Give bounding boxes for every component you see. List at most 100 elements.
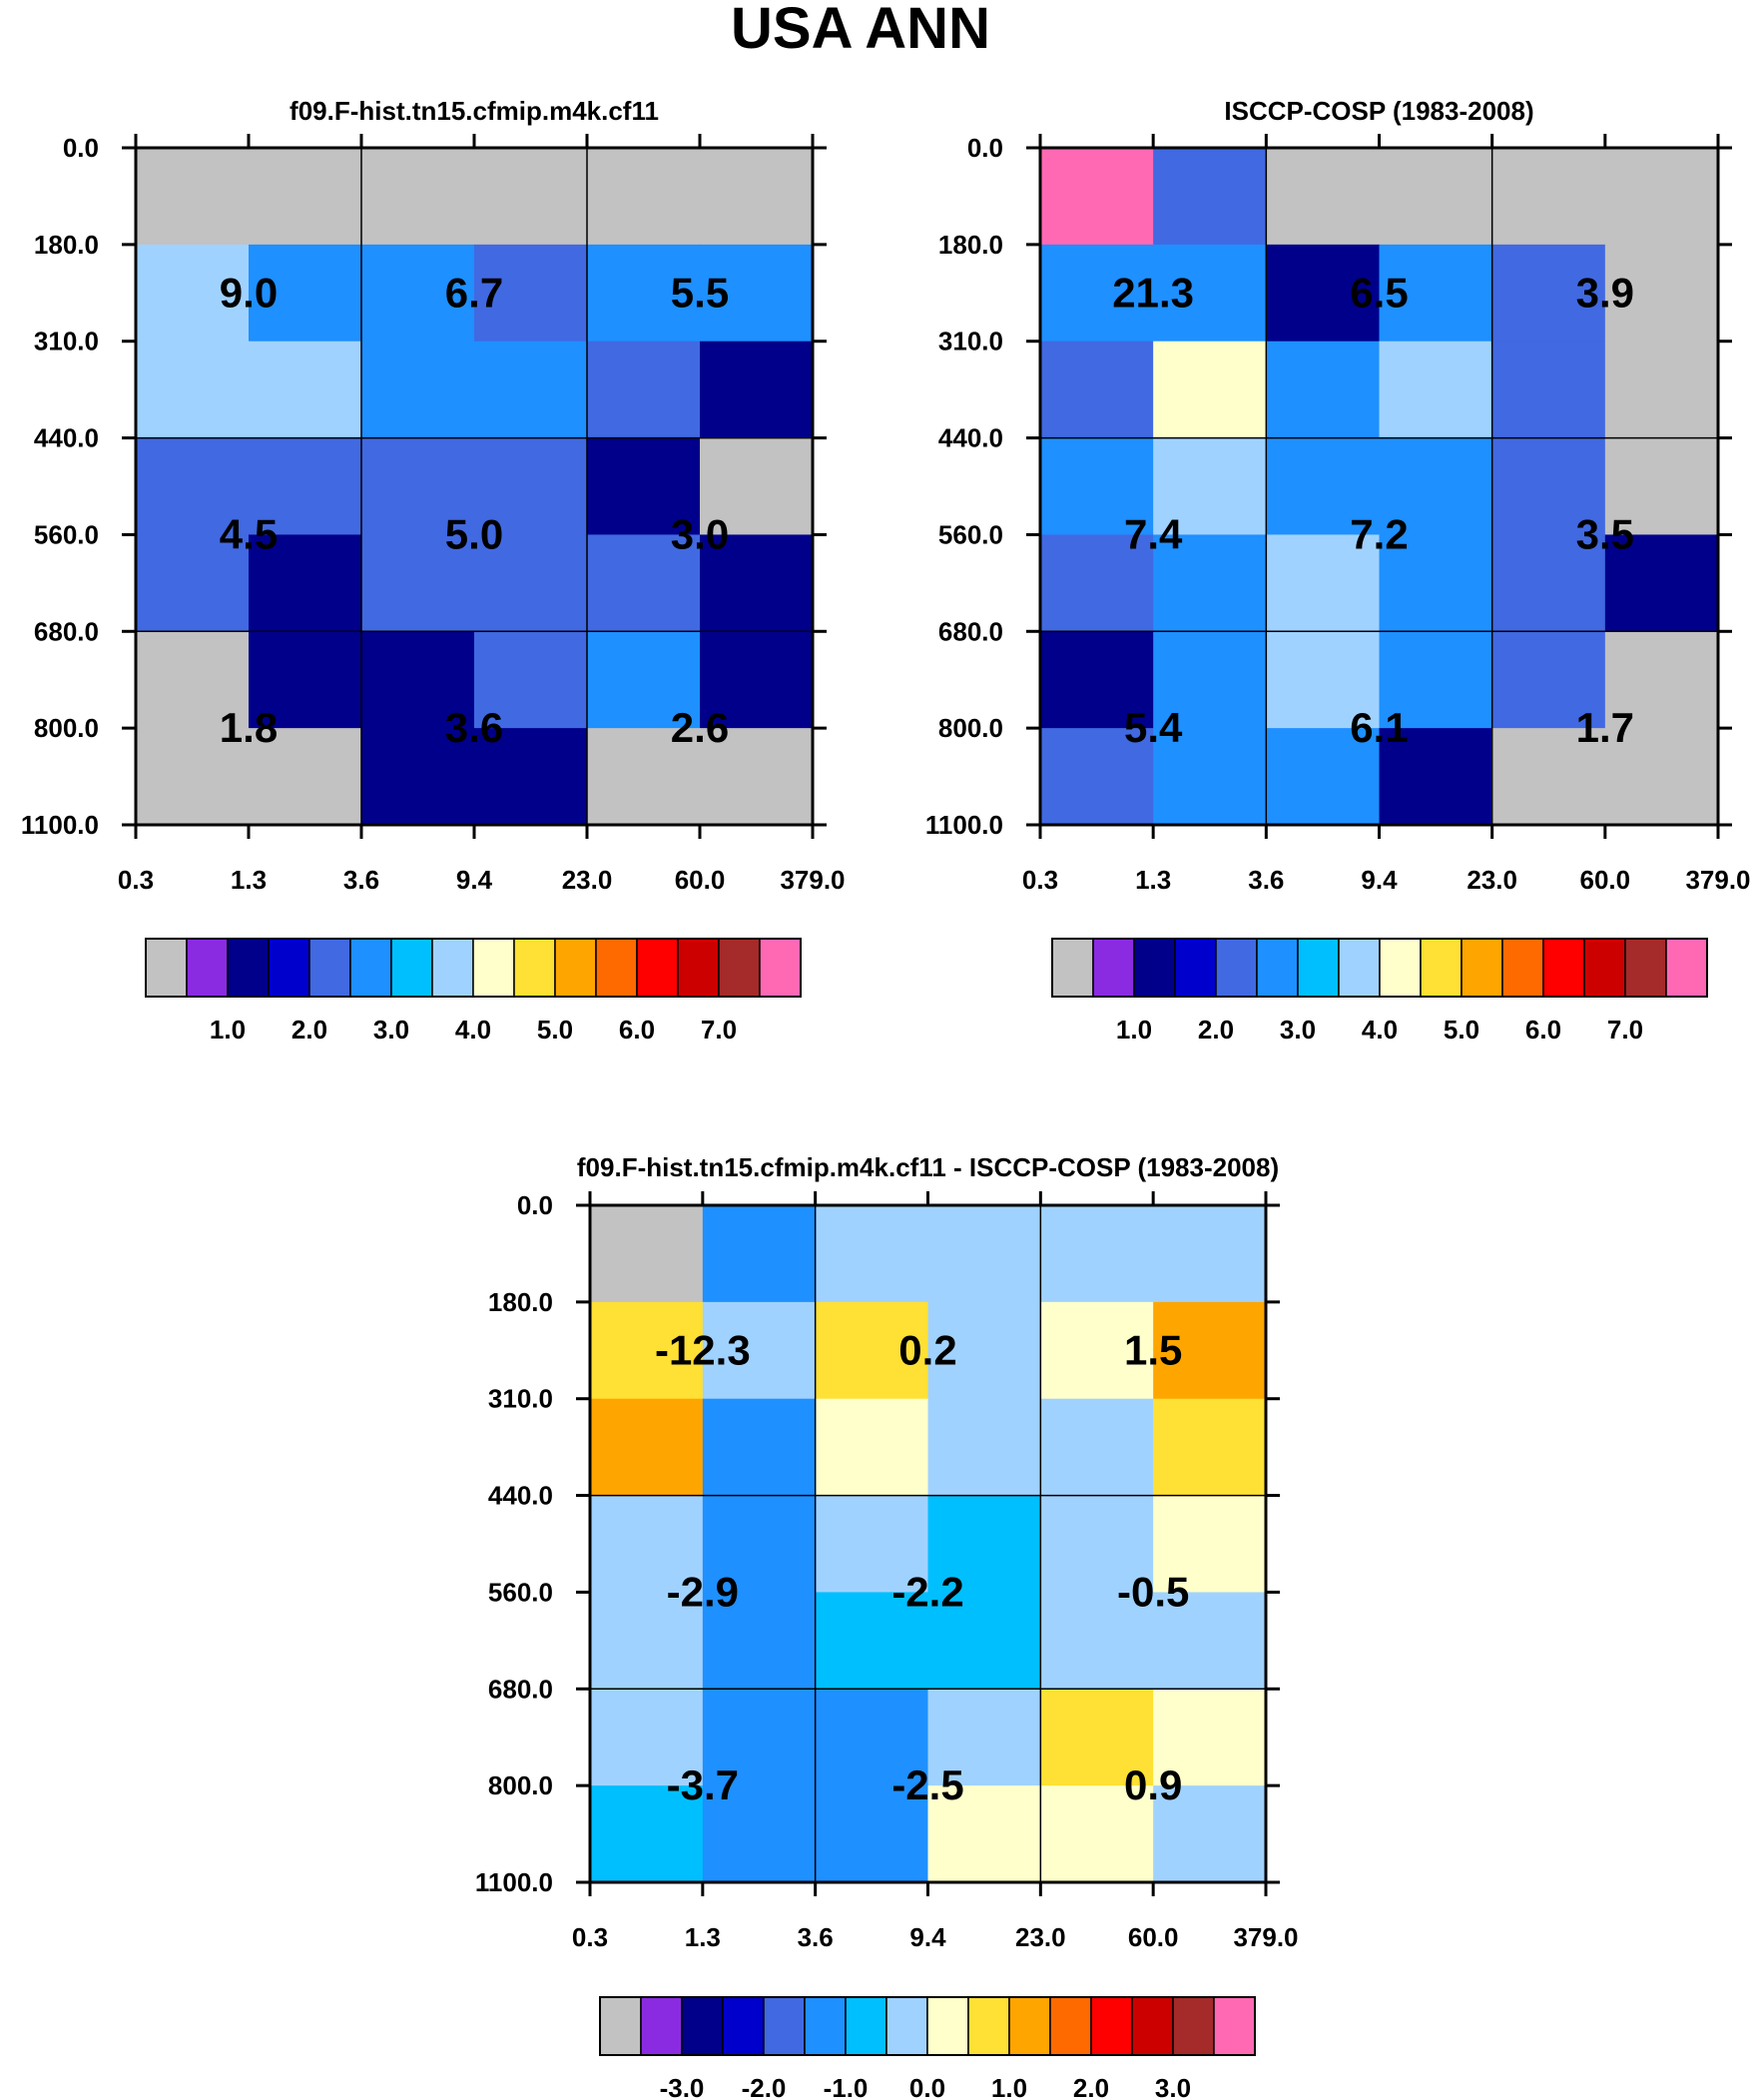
colorbar-swatch <box>1338 938 1381 998</box>
heatmap-cell <box>249 437 362 536</box>
cell-value-label: 7.2 <box>1350 510 1408 557</box>
heatmap-cell <box>474 244 588 343</box>
y-tick-label: 1100.0 <box>475 1867 553 1897</box>
heatmap-cell <box>1153 1495 1267 1594</box>
heatmap-cell <box>815 1301 929 1400</box>
heatmap-cell <box>700 341 814 439</box>
heatmap-cell <box>1153 1398 1267 1497</box>
heatmap-cell <box>815 1689 929 1786</box>
heatmap-cell <box>1040 1785 1154 1883</box>
heatmap-cell <box>590 1689 704 1786</box>
y-tick-label: 440.0 <box>34 423 99 453</box>
x-tick-label: 379.0 <box>1685 865 1750 895</box>
heatmap-cell <box>474 437 588 536</box>
cell-value-label: -2.2 <box>891 1568 963 1615</box>
heatmap-cell <box>474 341 588 439</box>
x-tick-label: 23.0 <box>1467 865 1517 895</box>
colorbar-label: 2.0 <box>1198 1015 1234 1045</box>
heatmap-cell <box>1040 1301 1154 1400</box>
heatmap-cell <box>702 1205 817 1303</box>
heatmap-cell <box>702 1689 817 1786</box>
x-tick-label: 23.0 <box>1015 1922 1066 1952</box>
colorbar-swatch <box>349 938 392 998</box>
colorbar-swatch <box>1172 1996 1215 2056</box>
heatmap-cell <box>361 534 475 632</box>
cell-value-label: -2.9 <box>667 1568 739 1615</box>
colorbar-label: 7.0 <box>701 1015 737 1045</box>
cell-value-label: 1.8 <box>220 704 278 751</box>
colorbar-swatch <box>1583 938 1626 998</box>
heatmap-cell <box>927 1689 1041 1786</box>
heatmap-cell <box>1153 1301 1267 1400</box>
y-tick-label: 800.0 <box>938 713 1003 743</box>
heatmap-cell <box>700 437 814 536</box>
heatmap-cell <box>1379 244 1493 343</box>
heatmap-cell <box>700 244 814 343</box>
x-tick-label: 3.6 <box>343 865 379 895</box>
cell-value-label: -0.5 <box>1117 1568 1189 1615</box>
heatmap-cell <box>249 148 362 246</box>
y-tick-label: 680.0 <box>938 616 1003 646</box>
heatmap-cell <box>136 148 250 246</box>
x-tick-label: 60.0 <box>1580 865 1631 895</box>
x-tick-label: 1.3 <box>685 1922 721 1952</box>
cell-value-label: 6.5 <box>1350 269 1408 316</box>
heatmap-cell <box>1040 1592 1154 1690</box>
y-tick-label: 800.0 <box>488 1770 553 1800</box>
y-tick-label: 1100.0 <box>925 810 1003 840</box>
x-tick-label: 379.0 <box>1233 1922 1298 1952</box>
heatmap-cell <box>1266 244 1381 343</box>
y-tick-label: 440.0 <box>488 1481 553 1511</box>
x-tick-label: 1.3 <box>231 865 267 895</box>
heatmap-cell <box>136 631 250 729</box>
y-tick-label: 0.0 <box>967 133 1003 163</box>
heatmap-cell <box>1153 341 1267 439</box>
cell-value-label: 3.0 <box>671 510 729 557</box>
colorbar-swatch <box>145 938 188 998</box>
panel-diff: f09.F-hist.tn15.cfmip.m4k.cf11 - ISCCP-C… <box>475 1152 1299 2100</box>
heatmap-cell <box>1266 437 1381 536</box>
y-tick-label: 680.0 <box>488 1674 553 1704</box>
colorbar-label: 3.0 <box>1155 2073 1191 2100</box>
heatmap-cell <box>700 534 814 632</box>
colorbar-label: 4.0 <box>1362 1015 1398 1045</box>
heatmap-cell <box>1491 148 1606 246</box>
colorbar-frame <box>145 938 802 998</box>
heatmap-cell <box>702 1592 817 1690</box>
panel-title: f09.F-hist.tn15.cfmip.m4k.cf11 <box>290 96 659 126</box>
heatmap-cell <box>1153 728 1267 826</box>
heatmap-cell <box>702 1301 817 1400</box>
heatmap-cell <box>1604 244 1719 343</box>
x-tick-label: 3.6 <box>1248 865 1284 895</box>
x-tick-label: 0.3 <box>572 1922 608 1952</box>
heatmap-cell <box>1153 244 1267 343</box>
heatmap-cell <box>587 437 701 536</box>
heatmap-cell <box>587 631 701 729</box>
cell-value-label: 5.0 <box>445 510 503 557</box>
heatmap-cell <box>587 148 701 246</box>
heatmap-cell <box>590 1785 704 1883</box>
heatmap-cell <box>700 728 814 826</box>
cell-value-label: 1.7 <box>1576 704 1634 751</box>
heatmap-cell <box>1040 1495 1154 1594</box>
heatmap-cell <box>1379 534 1493 632</box>
heatmap-cell <box>361 631 475 729</box>
heatmap-cell <box>590 1205 704 1303</box>
heatmap-cell <box>1153 534 1267 632</box>
heatmap-cell <box>1153 437 1267 536</box>
heatmap-cell <box>1604 631 1719 729</box>
heatmap-cell <box>700 148 814 246</box>
x-tick-label: 9.4 <box>909 1922 946 1952</box>
colorbar-swatch <box>1665 938 1708 998</box>
heatmap-cell <box>249 631 362 729</box>
colorbar-swatch <box>308 938 351 998</box>
cell-value-label: 5.5 <box>671 269 729 316</box>
heatmap-cell <box>590 1398 704 1497</box>
colorbar-swatch <box>926 1996 969 2056</box>
cell-value-label: 4.5 <box>220 510 278 557</box>
colorbar-frame <box>599 1996 1256 2056</box>
colorbar-swatch <box>1133 938 1176 998</box>
heatmap-cell <box>136 534 250 632</box>
y-tick-label: 680.0 <box>34 616 99 646</box>
heatmap-cell <box>1379 148 1493 246</box>
